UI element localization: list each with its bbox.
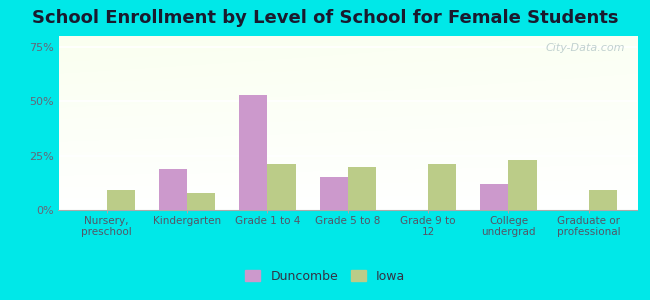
Bar	[267, 164, 296, 210]
Bar	[480, 184, 508, 210]
Text: School Enrollment by Level of School for Female Students: School Enrollment by Level of School for…	[32, 9, 618, 27]
Bar	[239, 95, 267, 210]
Bar	[428, 164, 456, 210]
Bar	[159, 169, 187, 210]
Bar	[320, 177, 348, 210]
Bar	[348, 167, 376, 210]
Legend: Duncombe, Iowa: Duncombe, Iowa	[240, 265, 410, 288]
Bar	[508, 160, 536, 210]
Bar	[107, 190, 135, 210]
Text: City-Data.com: City-Data.com	[546, 43, 625, 53]
Bar	[187, 193, 215, 210]
Bar	[589, 190, 617, 210]
